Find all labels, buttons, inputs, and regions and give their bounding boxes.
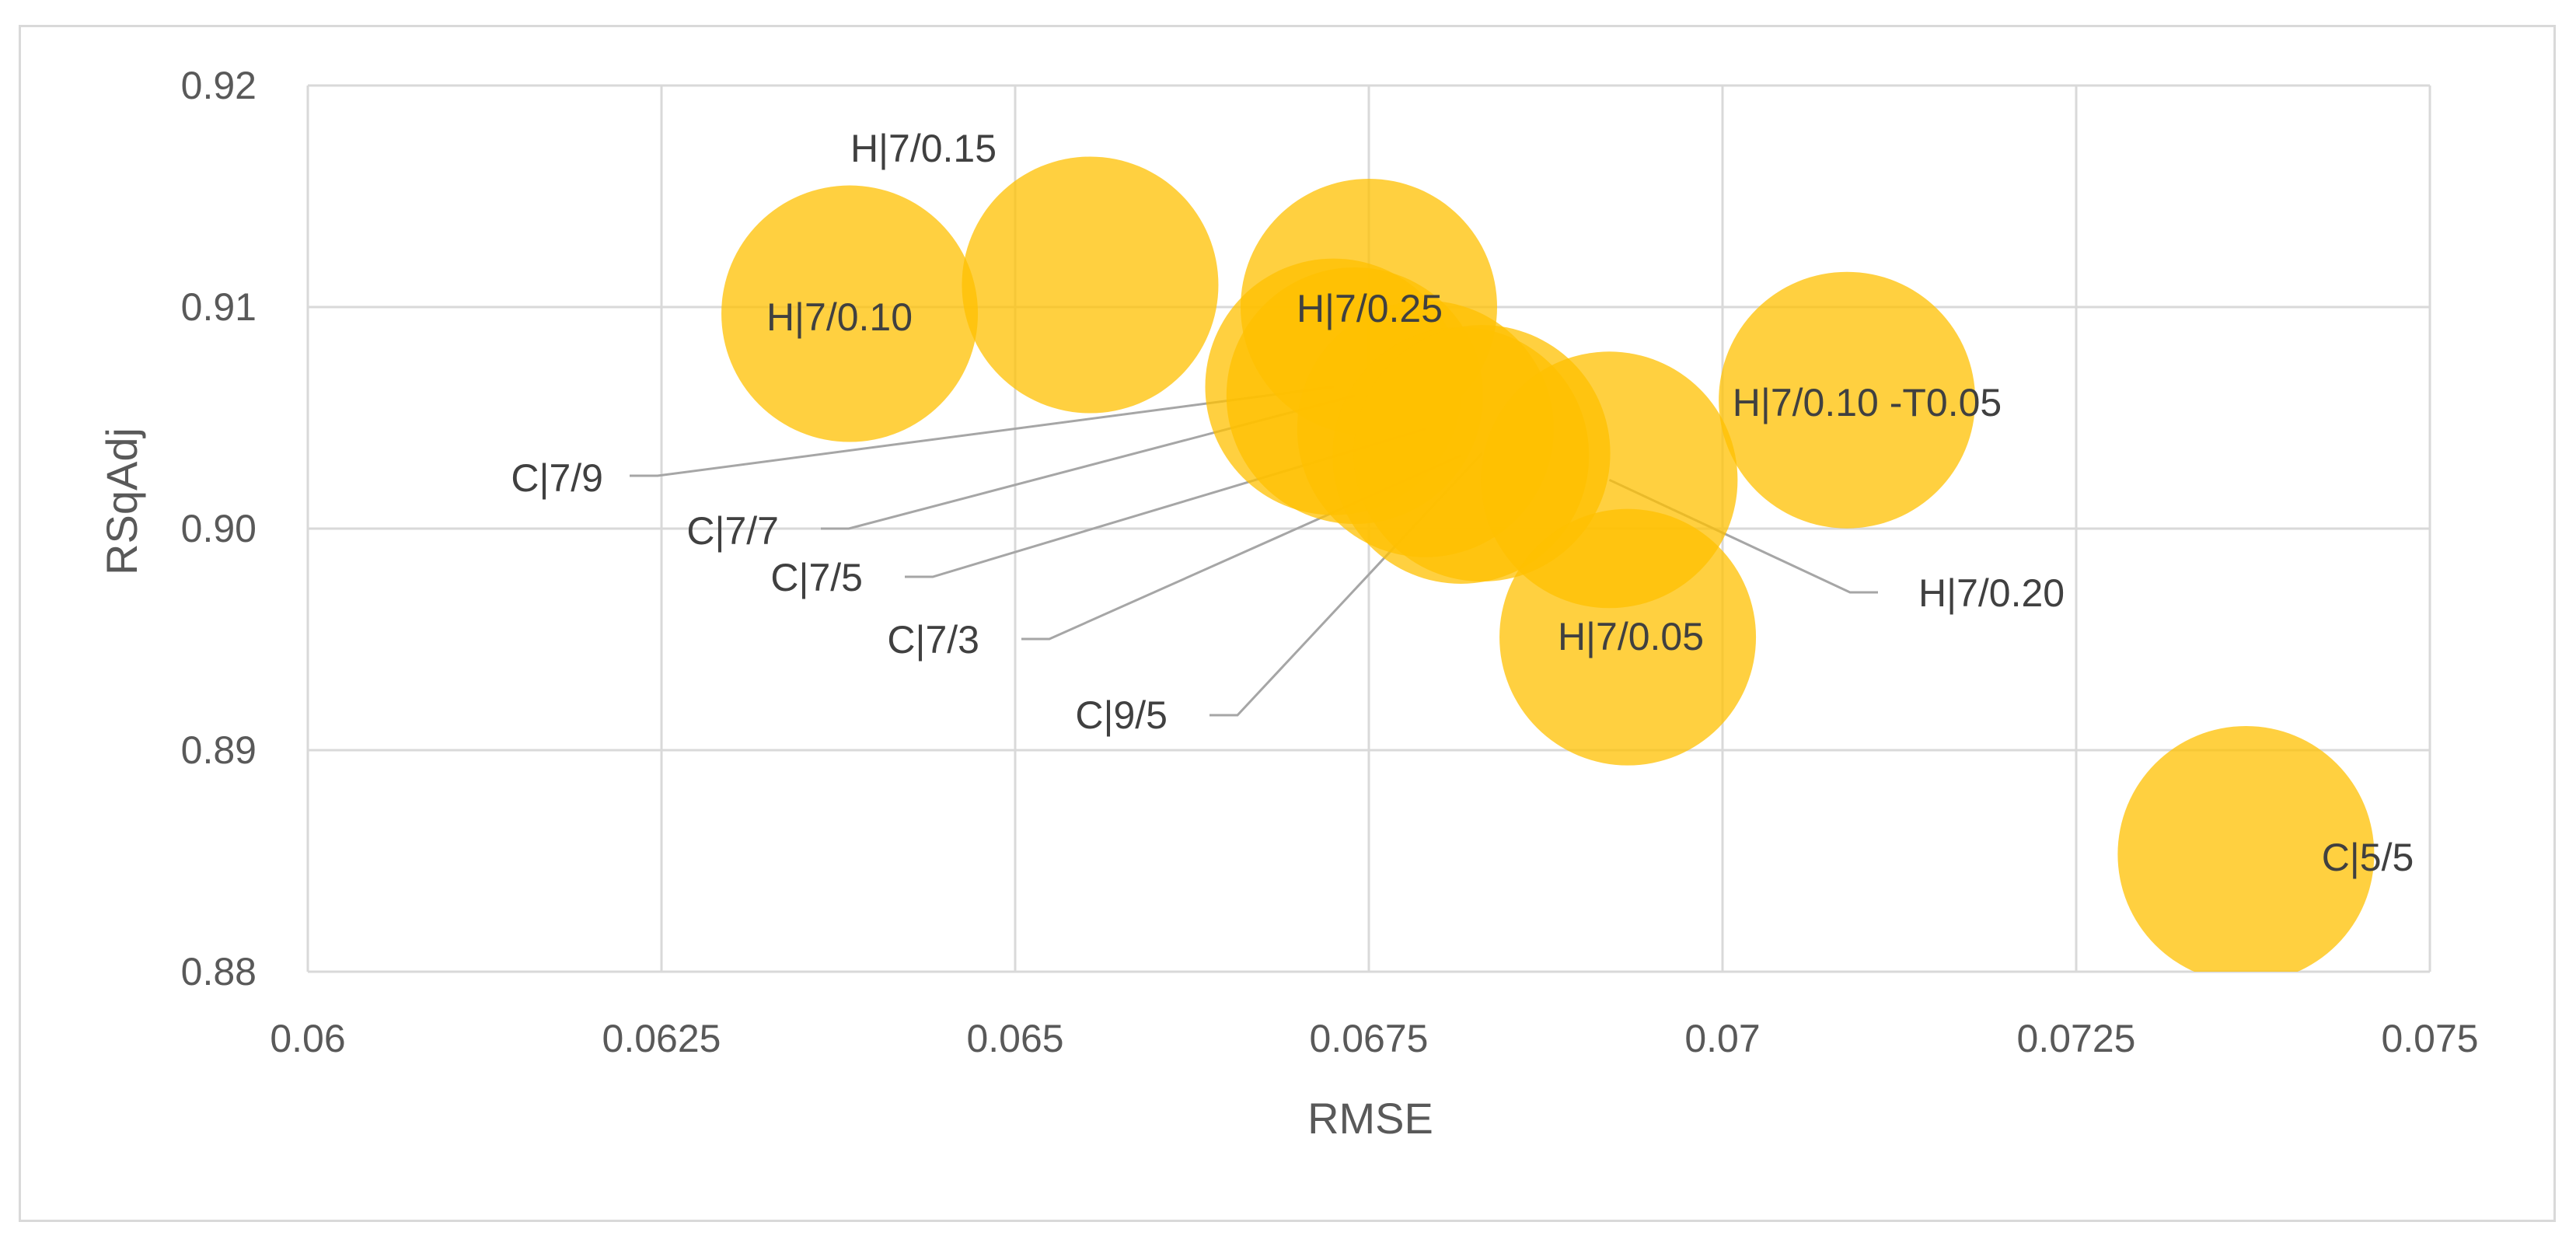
- data-labels: H|7/0.10 H|7/0.15 H|7/0.25 C|7/9 C|7/7C|7/5 C…: [511, 127, 2414, 879]
- x-axis-title: RMSE: [1307, 1094, 1433, 1143]
- y-axis-ticks: 0.88 0.89 0.90 0.91 0.92: [181, 64, 257, 993]
- x-axis-ticks: 0.06 0.0625 0.065 0.0675 0.07 0.0725 0.075: [270, 1017, 2478, 1060]
- data-label: H|7/0.25: [1297, 287, 1443, 330]
- data-label: H|7/0.20: [1918, 571, 2065, 615]
- bubble: [962, 156, 1219, 414]
- x-tick-label: 0.07: [1684, 1017, 1760, 1060]
- bubble: [1499, 508, 1757, 766]
- x-tick-label: 0.0625: [602, 1017, 721, 1060]
- leader-line: [630, 386, 1334, 477]
- data-label: C|7/5: [770, 556, 863, 599]
- y-tick-label: 0.91: [181, 285, 257, 329]
- data-label: C|7/7: [686, 509, 779, 553]
- data-label: H|7/0.05: [1558, 615, 1704, 658]
- y-tick-label: 0.89: [181, 728, 257, 772]
- bubble: [2117, 725, 2375, 972]
- data-label: H|7/0.15: [850, 127, 997, 170]
- y-tick-label: 0.92: [181, 64, 257, 107]
- data-label: H|7/0.10: [766, 295, 913, 339]
- data-label: C|7/3: [887, 618, 979, 662]
- x-tick-label: 0.075: [2381, 1017, 2478, 1060]
- x-tick-label: 0.06: [270, 1017, 345, 1060]
- x-tick-label: 0.065: [966, 1017, 1063, 1060]
- x-tick-label: 0.0675: [1310, 1017, 1429, 1060]
- y-axis-title: RSqAdj: [97, 428, 146, 575]
- bubble: [721, 185, 979, 442]
- bubbles: [721, 156, 2375, 972]
- data-label: C|9/5: [1075, 693, 1168, 737]
- data-label: C|5/5: [2322, 836, 2414, 879]
- leader-line: [821, 394, 1356, 530]
- data-label: C|7/9: [511, 456, 603, 500]
- bubble: [1719, 271, 1976, 529]
- y-tick-label: 0.88: [181, 950, 257, 993]
- y-tick-label: 0.90: [181, 507, 257, 550]
- x-tick-label: 0.0725: [2017, 1017, 2136, 1060]
- data-label: H|7/0.10 -T0.05: [1733, 381, 2002, 424]
